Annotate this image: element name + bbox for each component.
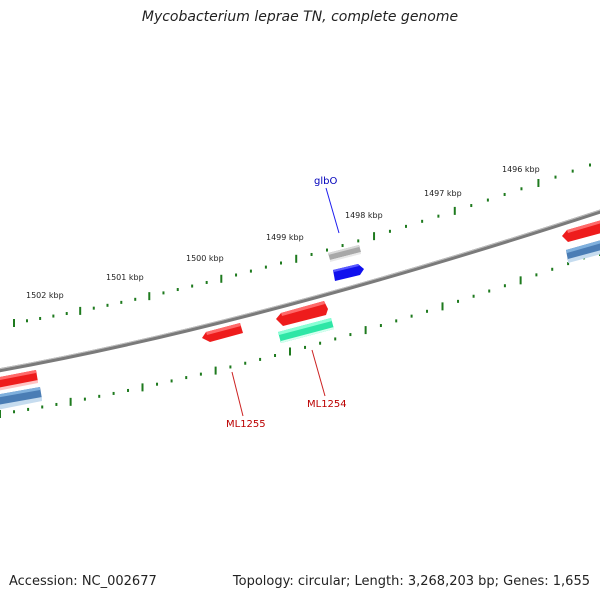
gene-label-glbo[interactable]: glbO [314,176,337,187]
ruler-ticks-lower [0,248,600,418]
genome-backbone-highlight [0,209,600,370]
ml1255-leader-line [231,371,244,417]
ruler-label-1501: 1501 kbp [106,273,144,282]
feature-cds-ml1255[interactable] [202,323,243,342]
feature-cds-left-blue[interactable] [0,387,42,410]
feature-cds-ml1254[interactable] [276,301,328,326]
ruler-label-1500: 1500 kbp [186,254,224,263]
ruler-label-1502: 1502 kbp [26,291,64,300]
ruler-label-1497: 1497 kbp [424,189,462,198]
glbo-leader-line [325,187,340,234]
map-title: Mycobacterium leprae TN, complete genome [141,9,459,25]
genome-summary-label: Topology: circular; Length: 3,268,203 bp… [232,574,590,589]
feature-cds-left-red[interactable] [0,370,38,391]
feature-cds-ml1254-green[interactable] [278,318,334,343]
ruler-label-1498: 1498 kbp [345,211,383,220]
ruler-label-1499: 1499 kbp [266,233,304,242]
genome-backbone [0,209,600,373]
feature-gray-glbo-region[interactable] [328,245,361,262]
ruler-ticks-upper [13,163,591,327]
ml1254-leader-line [311,349,326,397]
gene-label-ml1254[interactable]: ML1254 [307,399,347,410]
feature-cds-glbo[interactable] [333,264,364,281]
gene-label-ml1255[interactable]: ML1255 [226,419,266,430]
ruler-label-1496: 1496 kbp [502,165,540,174]
accession-label: Accession: NC_002677 [9,574,157,589]
feature-cds-right-red[interactable] [562,219,600,242]
feature-cds-right-blue[interactable] [566,239,600,263]
